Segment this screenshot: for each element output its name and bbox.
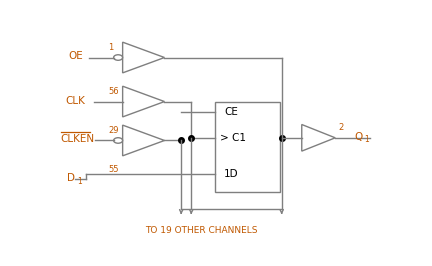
Text: 1: 1 [108,43,114,52]
Text: D: D [67,173,76,183]
Text: OE: OE [68,52,83,61]
Text: Q: Q [355,132,363,142]
Text: CE: CE [224,107,238,117]
Text: 1: 1 [77,177,82,185]
Text: 2: 2 [339,123,344,132]
Text: > C1: > C1 [220,133,246,143]
Text: TO 19 OTHER CHANNELS: TO 19 OTHER CHANNELS [145,226,257,235]
Text: 1D: 1D [224,169,239,179]
Bar [215,102,280,192]
Text: 56: 56 [108,87,119,96]
Text: 29: 29 [108,126,119,135]
Text: 1: 1 [364,135,369,144]
Text: CLKEN: CLKEN [60,134,95,144]
Text: 55: 55 [108,165,119,174]
Text: CLK: CLK [66,95,86,106]
